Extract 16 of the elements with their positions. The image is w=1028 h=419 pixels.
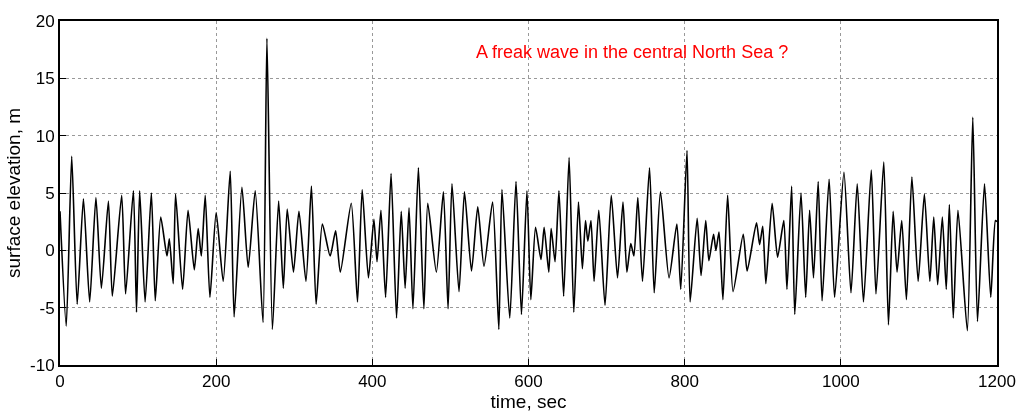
- y-tick-label: 20: [35, 11, 55, 31]
- y-tick-label: 15: [35, 69, 55, 89]
- x-tick-label: 1200: [978, 372, 1016, 392]
- x-tick-label: 1000: [821, 372, 860, 392]
- y-tick-label: 5: [45, 183, 55, 203]
- x-tick-label: 400: [358, 372, 387, 392]
- x-tick-label: 800: [670, 372, 699, 392]
- x-axis-title: time, sec: [490, 391, 567, 413]
- y-axis-title: surface elevation, m: [3, 107, 25, 279]
- y-tick-label: 10: [35, 126, 55, 146]
- y-tick-label: -10: [30, 355, 55, 375]
- annotation: A freak wave in the central North Sea ?: [476, 42, 789, 62]
- y-tick-label: 0: [45, 241, 55, 261]
- x-tick-label: 200: [201, 372, 231, 392]
- x-tick-label: 600: [514, 372, 543, 392]
- y-tick-label: -5: [39, 298, 55, 318]
